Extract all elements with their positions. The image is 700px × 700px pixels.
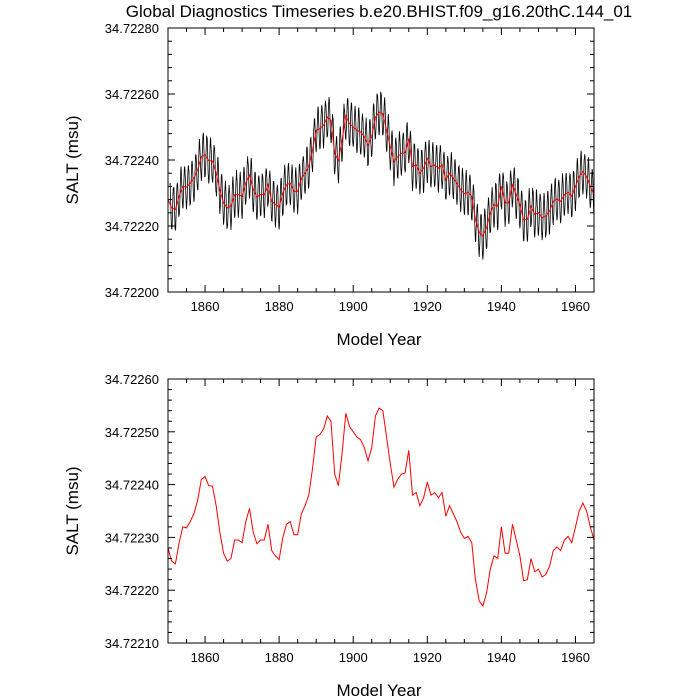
annual-mean-line [167,407,595,608]
bottom-x-tick-label: 1900 [339,650,368,665]
top-y-tick-label: 34.72260 [105,87,159,102]
bottom-x-tick-label: 1880 [265,650,294,665]
top-y-tick-label: 34.72280 [105,21,159,36]
bottom-x-tick-label: 1940 [487,650,516,665]
bottom-x-tick-label: 1920 [413,650,442,665]
top-x-tick-label: 1880 [265,299,294,314]
top-y-axis-label: SALT (msu) [63,115,82,204]
top-x-tick-label: 1860 [191,299,220,314]
top-y-tick-label: 34.72200 [105,285,159,300]
top-y-tick-label: 34.72220 [105,219,159,234]
bottom-y-tick-label: 34.72250 [105,425,159,440]
annual-mean-line [167,111,595,237]
top-x-tick-label: 1900 [339,299,368,314]
top-tick-marks [167,27,595,293]
top-y-tick-labels: 34.72200 34.72220 34.72240 34.72260 34.72280 [105,21,159,300]
annual-mean-series-line [167,111,595,237]
bottom-y-tick-label: 34.72260 [105,372,159,387]
top-plot-frame [167,27,595,293]
bottom-y-tick-label: 34.72240 [105,478,159,493]
bottom-tick-marks [167,378,595,644]
bottom-y-tick-label: 34.72220 [105,583,159,598]
top-x-tick-label: 1960 [561,299,590,314]
chart-title: Global Diagnostics Timeseries b.e20.BHIS… [126,2,633,21]
bottom-x-tick-labels: 1860 1880 1900 1920 1940 1960 [191,650,590,665]
bottom-x-axis-label: Model Year [336,681,421,700]
top-panel: 34.72200 34.72220 34.72240 34.72260 34.72280… [63,21,595,349]
bottom-panel: 34.72210 34.72220 34.72230 34.72240 34.72250… [63,372,595,700]
bottom-x-tick-label: 1860 [191,650,220,665]
bottom-annual-mean-series-line [167,407,595,608]
top-x-axis-label: Model Year [336,330,421,349]
bottom-y-tick-labels: 34.72210 34.72220 34.72230 34.72240 34.72250… [105,372,159,651]
monthly-line [169,91,595,260]
bottom-y-tick-label: 34.72210 [105,636,159,651]
top-x-tick-label: 1940 [487,299,516,314]
bottom-y-axis-label: SALT (msu) [63,466,82,555]
bottom-x-tick-label: 1960 [561,650,590,665]
monthly-series-line [169,91,595,260]
top-x-tick-labels: 1860 1880 1900 1920 1940 1960 [191,299,590,314]
bottom-plot-frame [167,378,595,644]
top-x-tick-label: 1920 [413,299,442,314]
top-y-tick-label: 34.72240 [105,153,159,168]
bottom-y-tick-label: 34.72230 [105,530,159,545]
